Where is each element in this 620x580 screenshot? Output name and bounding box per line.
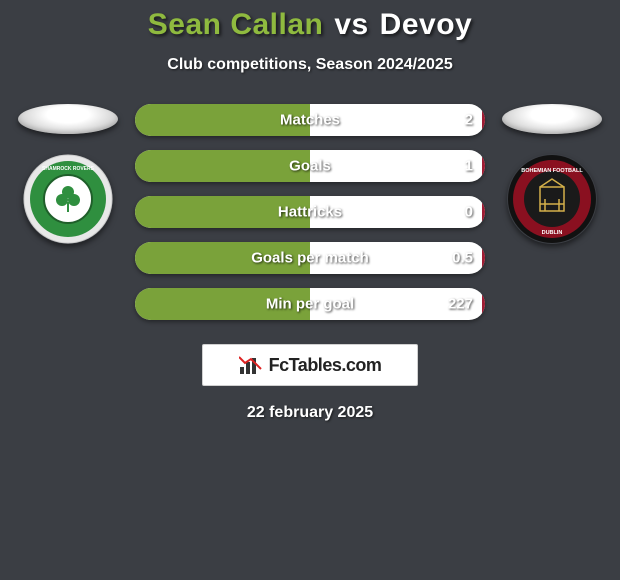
stats-column: Matches 2 Goals 1 Hattricks 0 Goals per match 0…: [135, 104, 485, 320]
stat-value-right: 2: [465, 112, 473, 129]
stat-label: Goals: [289, 158, 331, 175]
stat-bar: Matches 2: [135, 104, 485, 136]
svg-text:DUBLIN: DUBLIN: [542, 230, 563, 236]
bar-chart-icon: [239, 355, 263, 375]
player2-disc-icon: [502, 104, 602, 134]
stat-label: Goals per match: [251, 250, 369, 267]
vs-label: vs: [334, 8, 368, 41]
stat-bar: Goals per match 0.5: [135, 242, 485, 274]
svg-text:BOHEMIAN FOOTBALL: BOHEMIAN FOOTBALL: [521, 168, 583, 174]
stat-bar: Min per goal 227: [135, 288, 485, 320]
stat-label: Matches: [280, 112, 340, 129]
left-side: SHAMROCK ROVERS: [13, 104, 123, 244]
subtitle: Club competitions, Season 2024/2025: [0, 56, 620, 74]
shamrock-rovers-crest-icon: SHAMROCK ROVERS: [23, 154, 113, 244]
comparison-widget: Sean Callan vs Devoy Club competitions, …: [0, 0, 620, 422]
date-label: 22 february 2025: [0, 404, 620, 422]
bohemians-crest-icon: BOHEMIAN FOOTBALL DUBLIN: [507, 154, 597, 244]
club-crest-right: BOHEMIAN FOOTBALL DUBLIN: [507, 154, 597, 244]
right-side: BOHEMIAN FOOTBALL DUBLIN: [497, 104, 607, 244]
page-title: Sean Callan vs Devoy: [0, 8, 620, 42]
main-row: SHAMROCK ROVERS Matches 2 Goals 1 Hattricks 0…: [0, 104, 620, 320]
stat-value-right: 0.5: [452, 250, 473, 267]
brand-text: FcTables.com: [269, 355, 382, 376]
stat-bar: Hattricks 0: [135, 196, 485, 228]
stat-value-right: 0: [465, 204, 473, 221]
stat-value-right: 227: [448, 296, 473, 313]
player1-name: Sean Callan: [148, 8, 324, 41]
stat-value-right: 1: [465, 158, 473, 175]
brand-box[interactable]: FcTables.com: [202, 344, 418, 386]
club-crest-left: SHAMROCK ROVERS: [23, 154, 113, 244]
svg-text:SHAMROCK ROVERS: SHAMROCK ROVERS: [42, 166, 95, 172]
stat-bar: Goals 1: [135, 150, 485, 182]
stat-label: Hattricks: [278, 204, 342, 221]
player1-disc-icon: [18, 104, 118, 134]
player2-name: Devoy: [380, 8, 473, 41]
stat-label: Min per goal: [266, 296, 354, 313]
